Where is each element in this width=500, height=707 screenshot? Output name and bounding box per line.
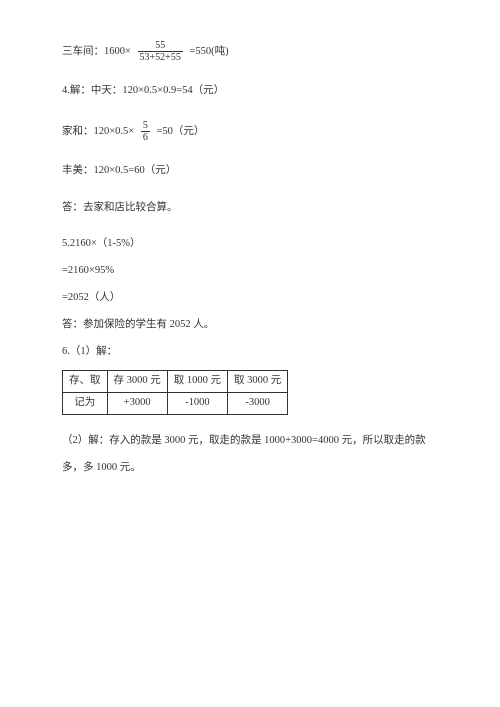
th-c3: 取 3000 元 — [228, 371, 288, 393]
line-workshop3: 三车间：1600× 55 53+52+55 =550(吨) — [62, 40, 438, 63]
line-q5-answer: 答：参加保险的学生有 2052 人。 — [62, 317, 438, 334]
text-q5-b: =2160×95% — [62, 265, 114, 276]
text-q4-fengmei: 丰美：120×0.5=60（元） — [62, 165, 176, 176]
line-q4-jiahe: 家和：120×0.5× 5 6 =50（元） — [62, 120, 438, 143]
text-q4-jiahe-a: 家和：120×0.5× — [62, 126, 134, 137]
table-row: 存、取 存 3000 元 取 1000 元 取 3000 元 — [63, 371, 288, 393]
line-q5-a: 5.2160×（1-5%） — [62, 236, 438, 253]
td-r0c1: +3000 — [107, 393, 167, 415]
frac-2: 5 6 — [141, 120, 150, 143]
th-c1: 存 3000 元 — [107, 371, 167, 393]
frac-1-den: 53+52+55 — [138, 52, 183, 63]
text-workshop3-a: 三车间：1600× — [62, 46, 131, 57]
line-q5-c: =2052（人） — [62, 290, 438, 307]
text-q6-1: 6.（1）解： — [62, 346, 117, 357]
td-r0c2: -1000 — [167, 393, 227, 415]
text-q5-c: =2052（人） — [62, 292, 120, 303]
th-c0: 存、取 — [63, 371, 108, 393]
line-q6-2a: （2）解：存入的款是 3000 元，取走的款是 1000+3000=4000 元… — [62, 433, 438, 450]
text-q5-answer: 答：参加保险的学生有 2052 人。 — [62, 319, 214, 330]
table-deposit: 存、取 存 3000 元 取 1000 元 取 3000 元 记为 +3000 … — [62, 370, 288, 415]
line-q6-1: 6.（1）解： — [62, 344, 438, 361]
line-q4-zhongtian: 4.解：中天：120×0.5×0.9=54（元） — [62, 83, 438, 100]
frac-1-num: 55 — [138, 40, 183, 52]
td-r0c3: -3000 — [228, 393, 288, 415]
text-q5-a: 5.2160×（1-5%） — [62, 238, 141, 249]
line-q4-answer: 答：去家和店比较合算。 — [62, 200, 438, 217]
line-q4-fengmei: 丰美：120×0.5=60（元） — [62, 163, 438, 180]
text-q6-2b: 多，多 1000 元。 — [62, 462, 141, 473]
text-q6-2a: （2）解：存入的款是 3000 元，取走的款是 1000+3000=4000 元… — [62, 435, 426, 446]
line-q6-2b: 多，多 1000 元。 — [62, 460, 438, 477]
text-q4-answer: 答：去家和店比较合算。 — [62, 202, 178, 213]
line-q5-b: =2160×95% — [62, 263, 438, 280]
td-r0c0: 记为 — [63, 393, 108, 415]
th-c2: 取 1000 元 — [167, 371, 227, 393]
text-q4-jiahe-b: =50（元） — [156, 126, 204, 137]
text-q4-zhongtian: 4.解：中天：120×0.5×0.9=54（元） — [62, 85, 224, 96]
table-row: 记为 +3000 -1000 -3000 — [63, 393, 288, 415]
frac-2-num: 5 — [141, 120, 150, 132]
frac-2-den: 6 — [141, 132, 150, 143]
text-workshop3-b: =550(吨) — [189, 46, 228, 57]
frac-1: 55 53+52+55 — [138, 40, 183, 63]
